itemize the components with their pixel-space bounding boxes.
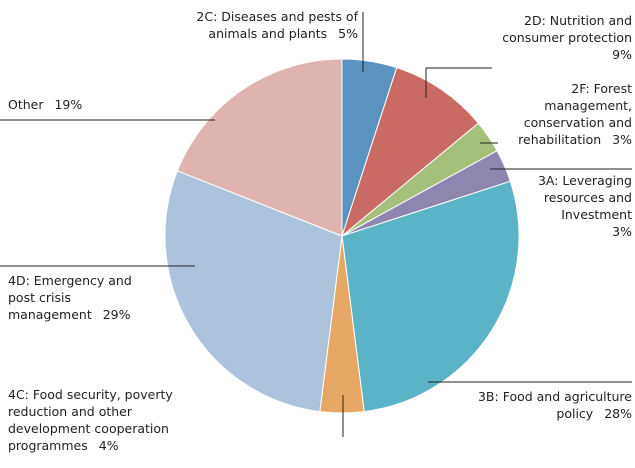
slice-label: 4C: Food security, poverty reduction and… xyxy=(8,386,193,454)
value-label: 9% xyxy=(612,47,632,62)
slice-label: 2C: Diseases and pests of animals and pl… xyxy=(160,8,358,42)
pie-slice xyxy=(176,58,343,237)
pie-slice xyxy=(164,170,343,413)
value-label: 3% xyxy=(612,224,632,239)
value-label: 28% xyxy=(604,406,632,421)
category-label: 3B: Food and agriculture policy xyxy=(477,389,632,421)
value-label: 5% xyxy=(338,26,358,41)
pie-slice xyxy=(340,67,480,238)
slice-label: Other 19% xyxy=(8,96,158,113)
category-label: 2F: Forest management, conservation and … xyxy=(518,81,632,147)
value-label: 3% xyxy=(612,132,632,147)
category-label: 2D: Nutrition and consumer protection xyxy=(502,13,632,45)
pie-slice xyxy=(341,180,520,413)
category-label: 4C: Food security, poverty reduction and… xyxy=(8,387,173,453)
slice-label: 3A: Leveraging resources and Investment … xyxy=(535,172,632,240)
slice-label: 2D: Nutrition and consumer protection 9% xyxy=(482,12,632,63)
category-label: 2C: Diseases and pests of animals and pl… xyxy=(196,9,358,41)
value-label: 4% xyxy=(98,438,119,453)
value-label: 19% xyxy=(54,97,83,112)
category-label: Other xyxy=(8,97,44,112)
slice-label: 3B: Food and agriculture policy 28% xyxy=(450,388,632,422)
category-label: 3A: Leveraging resources and Investment xyxy=(537,173,632,222)
slice-label: 2F: Forest management, conservation and … xyxy=(482,80,632,148)
category-label: 4D: Emergency and post crisis management xyxy=(8,273,132,322)
value-label: 29% xyxy=(102,307,131,322)
slice-label: 4D: Emergency and post crisis management… xyxy=(8,272,158,323)
